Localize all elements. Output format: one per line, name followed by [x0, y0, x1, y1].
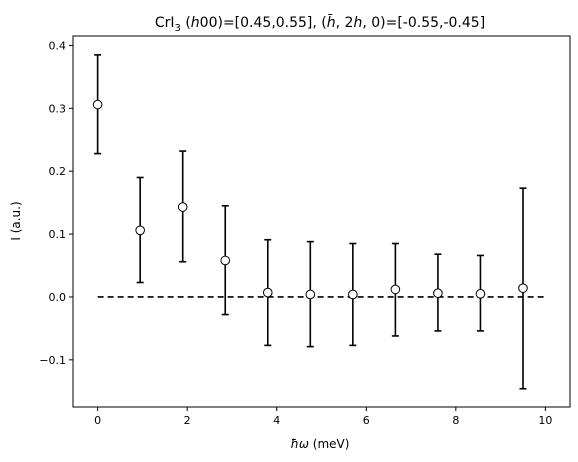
x-tick-label: 2: [184, 414, 191, 427]
data-point: [177, 202, 188, 212]
data-point: [92, 99, 103, 110]
data-point: [475, 289, 486, 299]
x-tick-label: 6: [363, 414, 370, 427]
x-tick-label: 4: [273, 414, 280, 427]
chart-title: CrI3 (h00)=[0.45,0.55], (h̄, 2h, 0)=[-0.…: [155, 13, 485, 34]
data-point: [390, 284, 401, 295]
data-point: [305, 289, 316, 300]
y-tick-label: −0.1: [39, 354, 66, 367]
data-point: [262, 287, 273, 298]
y-tick-label: 0.4: [49, 39, 67, 52]
x-tick-label: 8: [452, 414, 459, 427]
y-tick-label: 0.2: [49, 165, 67, 178]
data-point: [433, 288, 443, 298]
x-tick-label: 10: [538, 414, 552, 427]
y-tick-label: 0.1: [49, 228, 67, 241]
x-tick-label: 0: [94, 414, 101, 427]
y-tick-label: 0.0: [49, 291, 67, 304]
plot-frame: [72, 35, 571, 408]
x-axis-label: ħω (meV): [291, 437, 350, 451]
data-point: [135, 225, 145, 236]
plot-area: 0 2 4 6 8 10 −0.1 0.0 0.1 0.2 0.3 0.4: [39, 35, 571, 427]
data-point: [518, 283, 528, 293]
y-axis-label: I (a.u.): [9, 201, 23, 240]
y-tick-label: 0.3: [49, 102, 67, 115]
data-point: [348, 289, 358, 300]
data-point: [220, 255, 231, 266]
